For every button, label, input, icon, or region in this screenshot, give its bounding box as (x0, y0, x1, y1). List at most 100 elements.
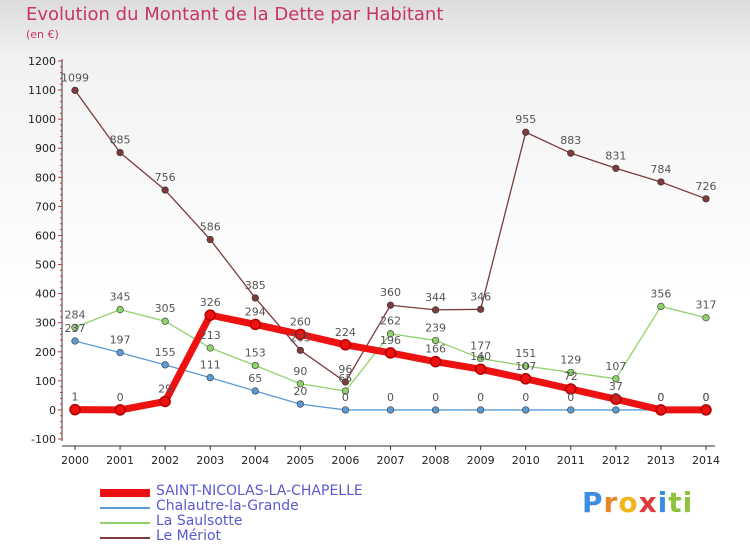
data-label: 239 (425, 321, 446, 334)
data-label: 885 (110, 134, 131, 147)
data-label: 196 (380, 334, 401, 347)
data-label: 20 (293, 385, 307, 398)
data-point (159, 395, 171, 408)
data-point (296, 380, 304, 388)
x-tick-label: 2006 (331, 454, 359, 467)
legend-swatch (100, 537, 150, 539)
data-point (341, 378, 350, 386)
y-tick-label: 0 (49, 404, 56, 417)
data-point (296, 400, 304, 408)
data-point (161, 361, 169, 369)
x-tick-label: 2000 (61, 454, 89, 467)
data-label: 29 (158, 382, 172, 395)
y-tick-label: 800 (35, 171, 56, 184)
data-point (69, 403, 81, 416)
data-label: 151 (515, 347, 536, 360)
data-label: 37 (609, 380, 623, 393)
data-point (474, 363, 487, 375)
x-tick-label: 2010 (512, 454, 540, 467)
data-point (386, 301, 395, 309)
data-point (567, 406, 575, 414)
data-label: 326 (200, 296, 221, 309)
data-label: 586 (200, 221, 221, 234)
data-label: 0 (567, 391, 574, 404)
data-point (161, 186, 169, 194)
data-point (612, 375, 620, 383)
data-label: 1 (72, 391, 79, 404)
legend-label: La Saulsotte (156, 513, 243, 529)
data-label: 0 (432, 391, 439, 404)
x-tick-label: 2012 (602, 454, 630, 467)
data-point (567, 368, 575, 377)
data-point (702, 195, 710, 203)
legend-label: Chalautre-la-Grande (156, 498, 299, 514)
x-tick-label: 2002 (151, 454, 179, 467)
data-label: 224 (335, 326, 356, 339)
data-label: 140 (470, 350, 491, 363)
data-point (251, 387, 259, 395)
data-point (384, 347, 397, 359)
data-label: 107 (515, 360, 536, 373)
data-label: 0 (657, 391, 664, 404)
legend-swatch (100, 507, 150, 509)
y-tick-label: 500 (35, 259, 56, 272)
data-label: 294 (245, 305, 266, 318)
data-point (700, 404, 712, 416)
data-point (116, 148, 124, 157)
data-point (294, 328, 307, 341)
data-label: 756 (155, 171, 176, 184)
data-point (477, 354, 485, 363)
data-point (341, 406, 350, 414)
data-point (206, 344, 214, 352)
y-tick-label: 1000 (28, 113, 56, 126)
x-tick-label: 2001 (106, 454, 134, 467)
data-point (339, 339, 352, 351)
y-tick-label: 200 (35, 346, 56, 359)
data-label: 0 (703, 391, 710, 404)
data-label: 0 (657, 391, 664, 404)
data-label: 166 (425, 343, 446, 356)
data-label: 177 (470, 339, 491, 352)
data-point (477, 305, 485, 313)
x-tick-label: 2009 (467, 454, 495, 467)
data-label: 317 (696, 299, 717, 312)
data-point (477, 406, 485, 414)
data-label: 305 (155, 302, 176, 315)
data-label: 1099 (61, 71, 89, 84)
y-tick-label: 700 (35, 200, 56, 213)
data-label: 831 (605, 149, 626, 162)
data-point (567, 149, 575, 157)
data-point (702, 314, 710, 322)
data-label: 107 (605, 360, 626, 373)
data-point (522, 362, 530, 370)
data-point (431, 406, 440, 414)
y-tick-label: 1100 (28, 84, 56, 97)
data-label: 0 (522, 391, 529, 404)
data-point (71, 337, 79, 345)
data-point (71, 86, 79, 94)
data-point (612, 406, 620, 414)
legend-swatch (100, 522, 150, 524)
x-tick-label: 2007 (377, 454, 405, 467)
data-label: 955 (515, 113, 536, 126)
data-point (206, 374, 214, 382)
data-point (431, 306, 440, 314)
data-point (296, 346, 304, 354)
x-tick-label: 2014 (692, 454, 720, 467)
data-point (341, 387, 350, 395)
data-point (657, 178, 665, 186)
chart-title: Evolution du Montant de la Dette par Hab… (26, 4, 444, 25)
data-point (519, 373, 532, 385)
data-label: 346 (470, 290, 491, 303)
data-label: 726 (696, 180, 717, 193)
data-point (429, 355, 442, 368)
data-label: 155 (155, 346, 176, 359)
data-point (249, 318, 262, 331)
data-label: 260 (290, 315, 311, 328)
data-point (612, 164, 620, 172)
data-label: 65 (248, 372, 262, 385)
y-tick-label: 600 (35, 229, 56, 242)
data-label: 96 (338, 363, 352, 376)
legend-label: SAINT-NICOLAS-LA-CHAPELLE (156, 483, 363, 499)
